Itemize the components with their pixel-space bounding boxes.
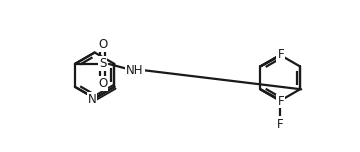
- Text: F: F: [278, 48, 284, 61]
- Text: F: F: [277, 118, 283, 131]
- Text: NH: NH: [126, 64, 144, 77]
- Text: N: N: [87, 93, 96, 106]
- Text: O: O: [98, 77, 107, 90]
- Text: F: F: [278, 95, 284, 108]
- Text: O: O: [98, 38, 107, 51]
- Text: S: S: [99, 57, 106, 70]
